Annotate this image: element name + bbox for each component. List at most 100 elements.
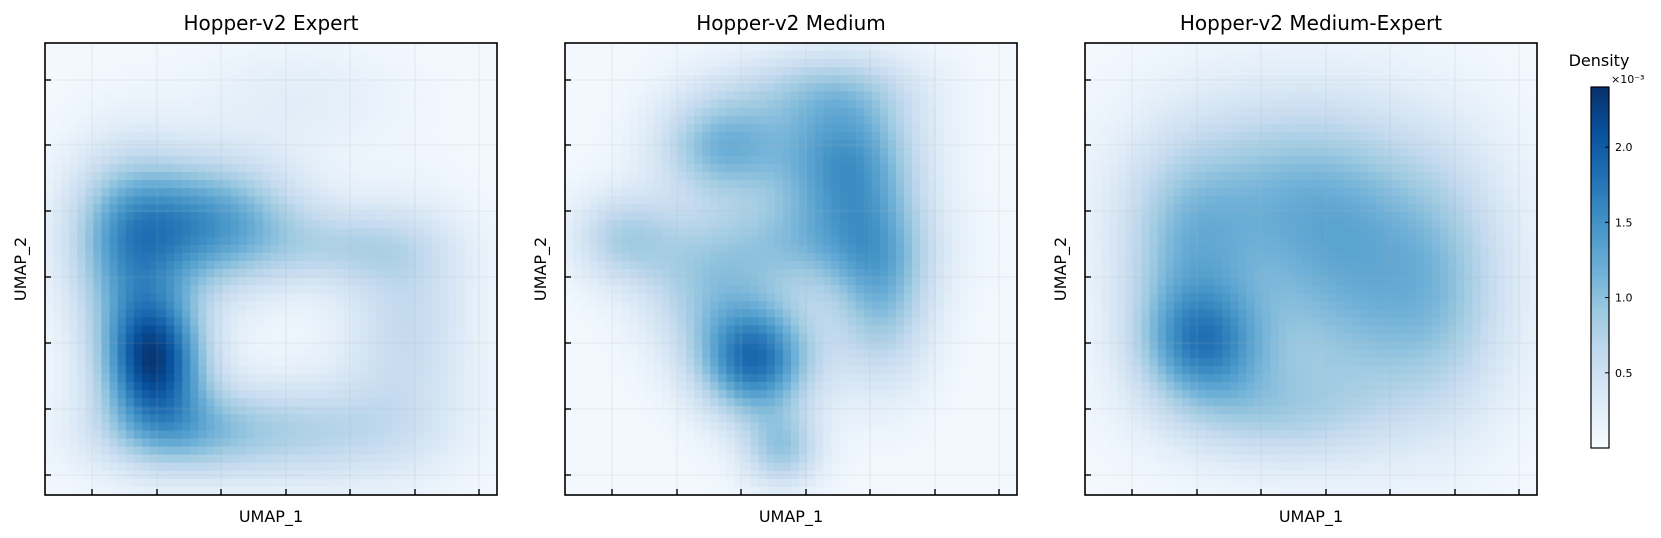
heatmap-cell <box>351 309 361 319</box>
heatmap-cell <box>440 373 450 383</box>
heatmap-cell <box>480 406 490 415</box>
heatmap-cell <box>61 59 70 68</box>
heatmap-cell <box>117 357 127 367</box>
heatmap-cell <box>589 277 598 286</box>
heatmap-cell <box>295 43 304 52</box>
heatmap-cell <box>206 333 216 343</box>
heatmap-cell <box>424 293 434 302</box>
heatmap-cell <box>61 67 70 76</box>
heatmap-cell <box>480 83 490 93</box>
heatmap-cell <box>480 123 490 133</box>
heatmap-cell <box>319 382 329 391</box>
heatmap-cell <box>831 43 841 52</box>
heatmap-cell <box>887 51 897 60</box>
heatmap-cell <box>589 123 598 133</box>
heatmap-cell <box>271 470 280 480</box>
heatmap-cell <box>141 51 151 60</box>
heatmap-cell <box>182 414 191 423</box>
heatmap-cell <box>815 277 824 286</box>
heatmap-cell <box>230 236 240 246</box>
heatmap-cell <box>158 422 167 432</box>
heatmap-cell <box>190 317 199 327</box>
heatmap-cell <box>823 99 832 109</box>
heatmap-cell <box>629 131 639 141</box>
heatmap-cell <box>287 446 296 456</box>
heatmap-cell <box>214 349 224 359</box>
heatmap-cell <box>182 244 191 254</box>
heatmap-cell <box>45 115 54 125</box>
heatmap-cell <box>117 325 127 335</box>
heatmap-cell <box>93 43 103 52</box>
heatmap-cell <box>936 204 945 214</box>
heatmap-cell <box>271 462 280 472</box>
heatmap-cell <box>782 293 792 302</box>
heatmap-cell <box>726 123 736 133</box>
heatmap-cell <box>190 365 199 375</box>
heatmap-cell <box>480 99 490 109</box>
heatmap-cell <box>718 131 728 141</box>
heatmap-cell <box>375 228 385 238</box>
heatmap-cell <box>93 454 103 464</box>
heatmap-cell <box>351 131 361 141</box>
heatmap-cell <box>384 301 393 310</box>
heatmap-cell <box>101 212 111 222</box>
heatmap-cell <box>69 43 78 52</box>
heatmap-cell <box>246 260 256 270</box>
heatmap-cell <box>448 301 458 310</box>
heatmap-cell <box>637 51 647 60</box>
heatmap-cell <box>456 196 466 206</box>
heatmap-cell <box>101 309 111 319</box>
heatmap-cell <box>960 293 970 302</box>
heatmap-cell <box>166 115 175 125</box>
heatmap-cell <box>45 188 54 197</box>
heatmap-cell <box>222 317 232 327</box>
heatmap-cell <box>904 91 913 101</box>
heatmap-cell <box>77 478 86 488</box>
heatmap-cell <box>480 454 490 464</box>
heatmap-cell <box>343 91 353 101</box>
heatmap-cell <box>279 309 288 319</box>
heatmap-cell <box>238 59 248 68</box>
heatmap-cell <box>85 164 95 173</box>
heatmap-cell <box>464 204 474 214</box>
heatmap-cell <box>214 309 224 319</box>
heatmap-cell <box>69 446 78 456</box>
heatmap-cell <box>125 390 135 399</box>
heatmap-cell <box>472 59 482 68</box>
heatmap-cell <box>782 147 792 157</box>
heatmap-cell <box>174 454 183 464</box>
heatmap-cell <box>871 115 881 125</box>
heatmap-cell <box>230 446 240 456</box>
heatmap-cell <box>230 180 240 189</box>
heatmap-cell <box>351 382 361 391</box>
heatmap-cell <box>456 454 466 464</box>
heatmap-cell <box>726 51 736 60</box>
heatmap-cell <box>375 398 385 407</box>
heatmap-cell <box>303 285 312 294</box>
heatmap-cell <box>416 317 425 327</box>
heatmap-cell <box>359 252 369 262</box>
heatmap-cell <box>303 430 312 440</box>
heatmap-cell <box>895 188 905 197</box>
heatmap-cell <box>440 406 450 415</box>
heatmap-cell <box>133 430 143 440</box>
heatmap-cell <box>637 220 647 230</box>
heatmap-cell <box>597 252 606 262</box>
heatmap-cell <box>117 212 127 222</box>
heatmap-cell <box>351 341 361 351</box>
heatmap-cell <box>214 269 224 278</box>
heatmap-cell <box>629 260 639 270</box>
heatmap-cell <box>133 115 143 125</box>
heatmap-cell <box>198 67 208 76</box>
heatmap-cell <box>750 188 760 197</box>
heatmap-cell <box>392 414 401 423</box>
heatmap-cell <box>392 422 401 432</box>
heatmap-cell <box>69 285 78 294</box>
heatmap-cell <box>702 269 711 278</box>
heatmap-cell <box>831 212 841 222</box>
heatmap-cell <box>702 293 711 302</box>
heatmap-cell <box>661 91 671 101</box>
heatmap-cell <box>1000 228 1010 238</box>
heatmap-cell <box>573 204 582 214</box>
